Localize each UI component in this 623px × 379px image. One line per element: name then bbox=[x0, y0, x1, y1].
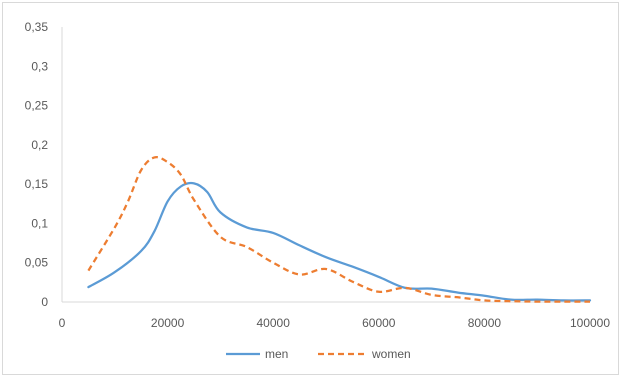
y-tick-label: 0,05 bbox=[25, 256, 49, 270]
y-tick-label: 0,2 bbox=[31, 138, 48, 152]
legend: men women bbox=[226, 347, 411, 361]
x-tick-label: 20000 bbox=[151, 316, 185, 330]
series-line-men bbox=[87, 181, 592, 302]
y-tick-label: 0,1 bbox=[31, 216, 48, 230]
x-tick-label: 60000 bbox=[362, 316, 396, 330]
y-tick-label: 0,15 bbox=[25, 177, 49, 191]
axes: 0 0,05 0,1 0,15 0,2 0,25 0,3 0,35 0 20000 40000 600… bbox=[25, 20, 611, 330]
x-tick-label: 100000 bbox=[570, 316, 610, 330]
y-tick-label: 0 bbox=[41, 295, 48, 309]
legend-label-men: men bbox=[265, 347, 288, 361]
x-tick-label: 0 bbox=[59, 316, 66, 330]
chart-frame bbox=[2, 2, 619, 375]
x-tick-label: 40000 bbox=[257, 316, 291, 330]
series-line-women bbox=[87, 155, 590, 303]
x-tick-label: 80000 bbox=[468, 316, 502, 330]
legend-label-women: women bbox=[371, 347, 411, 361]
y-tick-label: 0,25 bbox=[25, 99, 49, 113]
y-tick-label: 0,35 bbox=[25, 20, 49, 34]
y-tick-label: 0,3 bbox=[31, 59, 48, 73]
series-lines bbox=[87, 155, 592, 303]
